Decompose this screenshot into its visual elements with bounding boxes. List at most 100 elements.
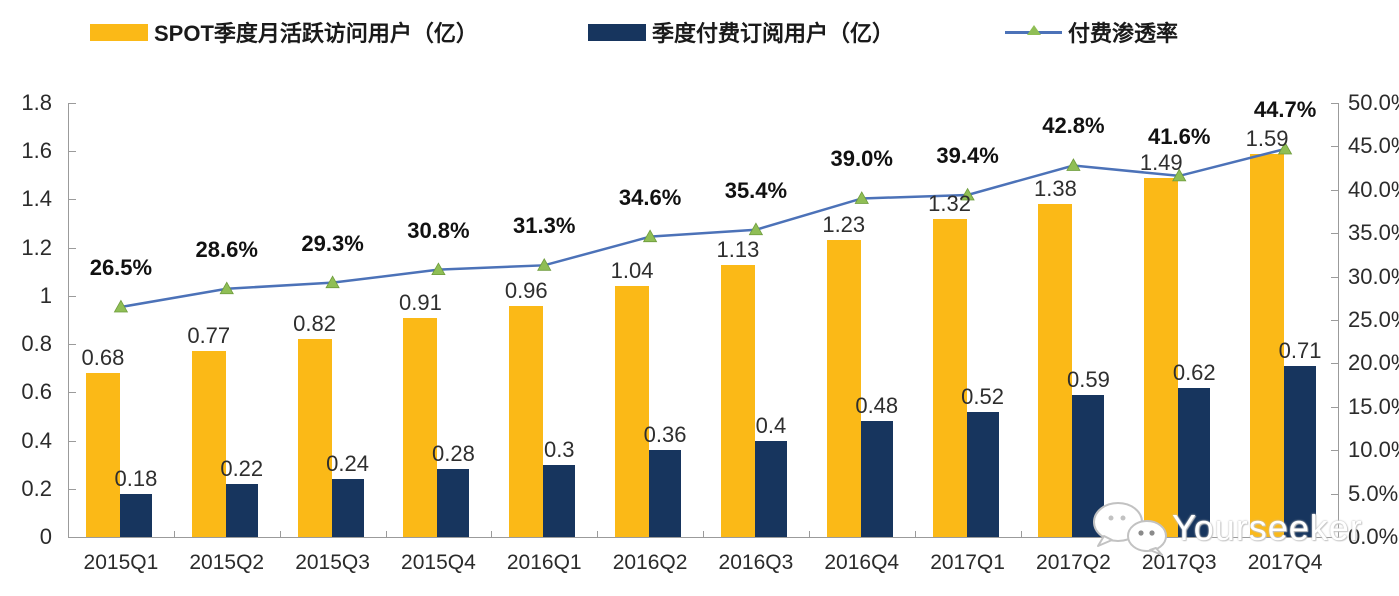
bar-subs bbox=[225, 483, 258, 537]
legend-item-subs: 季度付费订阅用户（亿） bbox=[588, 20, 894, 46]
subs-value-label: 0.22 bbox=[220, 455, 264, 481]
mau-value-label: 1.23 bbox=[822, 212, 866, 238]
wechat-icon bbox=[1093, 502, 1167, 556]
right-axis-tick bbox=[1331, 450, 1338, 452]
bar-subs bbox=[331, 479, 364, 537]
right-axis-tick bbox=[1331, 189, 1338, 191]
mau-value-label: 1.59 bbox=[1245, 125, 1289, 151]
right-axis-tick-label: 15.0% bbox=[1348, 393, 1399, 419]
mau-legend-swatch bbox=[90, 23, 148, 41]
bottom-axis-tick bbox=[279, 531, 281, 537]
right-axis-tick bbox=[1331, 233, 1338, 235]
bar-mau bbox=[509, 305, 544, 537]
mau-value-label: 1.13 bbox=[716, 236, 760, 262]
right-axis-tick bbox=[1331, 537, 1338, 538]
left-axis-tick bbox=[69, 151, 76, 153]
left-axis-line bbox=[68, 103, 69, 537]
bar-mau bbox=[1144, 177, 1179, 537]
bar-mau bbox=[191, 351, 226, 537]
x-axis-label: 2016Q1 bbox=[506, 551, 582, 574]
right-axis-tick-label: 5.0% bbox=[1348, 480, 1399, 506]
bar-subs bbox=[1178, 387, 1211, 537]
left-axis-tick bbox=[69, 392, 76, 394]
x-axis-label: 2015Q1 bbox=[83, 551, 159, 574]
subs-value-label: 0.48 bbox=[855, 393, 899, 419]
triangle-marker-icon bbox=[1027, 24, 1041, 35]
left-axis-tick-label: 1 bbox=[39, 282, 52, 308]
bottom-axis-tick bbox=[385, 531, 387, 537]
subs-value-label: 0.28 bbox=[431, 441, 475, 467]
right-axis-tick-label: 45.0% bbox=[1348, 133, 1399, 159]
triangle-marker-icon bbox=[854, 191, 869, 204]
mau-value-label: 0.68 bbox=[81, 345, 125, 371]
x-axis-label: 2015Q4 bbox=[401, 551, 476, 574]
left-axis-tick-label: 1.4 bbox=[21, 186, 52, 212]
triangle-marker-icon bbox=[219, 281, 234, 295]
bar-subs bbox=[543, 464, 576, 537]
bottom-axis-tick bbox=[808, 531, 810, 537]
right-axis-tick-label: 25.0% bbox=[1348, 307, 1399, 332]
penetration-value-label: 28.6% bbox=[195, 236, 258, 262]
bar-mau bbox=[826, 240, 861, 537]
left-axis-tick-label: 0.2 bbox=[21, 475, 52, 501]
bottom-axis-tick bbox=[1020, 531, 1022, 537]
watermark-text: Yourseeker bbox=[1172, 507, 1363, 548]
x-axis-label: 2016Q4 bbox=[824, 551, 900, 574]
bottom-axis-line bbox=[68, 537, 1339, 538]
triangle-marker-icon bbox=[537, 258, 552, 271]
bar-subs bbox=[860, 421, 893, 537]
bar-subs bbox=[437, 469, 470, 537]
subs-value-label: 0.52 bbox=[961, 383, 1004, 409]
watermark: Yourseeker bbox=[1090, 500, 1363, 556]
right-axis-tick bbox=[1331, 103, 1338, 104]
penetration-value-label: 44.7% bbox=[1253, 97, 1317, 122]
left-axis-tick bbox=[69, 488, 76, 490]
triangle-marker-icon bbox=[748, 222, 764, 236]
subs-value-label: 0.59 bbox=[1066, 366, 1110, 392]
triangle-marker-icon bbox=[325, 275, 340, 289]
subs-value-label: 0.3 bbox=[543, 436, 575, 462]
right-axis-tick-label: 40.0% bbox=[1348, 176, 1399, 202]
subs-value-label: 0.4 bbox=[755, 412, 787, 438]
right-axis-tick bbox=[1331, 406, 1338, 408]
mau-value-label: 0.91 bbox=[398, 289, 442, 315]
mau-value-label: 1.32 bbox=[928, 190, 971, 216]
triangle-marker-icon bbox=[113, 299, 129, 313]
left-axis-tick bbox=[69, 247, 76, 249]
penetration-value-label: 34.6% bbox=[618, 184, 682, 210]
bar-subs bbox=[1284, 365, 1317, 537]
bar-mau bbox=[932, 218, 967, 537]
right-axis-tick bbox=[1331, 363, 1338, 365]
x-axis-label: 2017Q2 bbox=[1036, 551, 1111, 574]
bottom-axis-tick bbox=[1338, 531, 1339, 537]
bar-mau bbox=[85, 373, 120, 537]
right-axis-tick-label: 50.0% bbox=[1348, 90, 1399, 115]
penetration-value-label: 35.4% bbox=[724, 177, 788, 203]
right-axis-tick bbox=[1331, 276, 1338, 278]
mau-value-label: 1.49 bbox=[1139, 149, 1183, 175]
left-axis-tick-label: 1.6 bbox=[21, 138, 52, 164]
left-axis-tick bbox=[69, 295, 76, 297]
penetration-value-label: 31.3% bbox=[513, 213, 576, 239]
bar-subs bbox=[966, 411, 999, 537]
legend-item-mau: SPOT季度月活跃访问用户（亿） bbox=[90, 20, 478, 46]
bar-mau bbox=[297, 339, 332, 537]
bottom-axis-tick bbox=[703, 531, 704, 537]
penetration-value-label: 39.4% bbox=[936, 143, 999, 168]
subs-legend-label: 季度付费订阅用户（亿） bbox=[652, 21, 895, 46]
right-axis-tick bbox=[1331, 146, 1338, 148]
left-axis-tick-label: 0.8 bbox=[21, 331, 52, 357]
subs-value-label: 0.71 bbox=[1278, 337, 1322, 363]
bottom-axis-tick bbox=[914, 531, 916, 537]
x-axis-label: 2017Q4 bbox=[1247, 551, 1323, 574]
mau-value-label: 1.04 bbox=[610, 258, 654, 284]
penetration-value-label: 29.3% bbox=[301, 230, 364, 256]
right-axis-tick-label: 10.0% bbox=[1348, 437, 1399, 463]
mau-value-label: 0.82 bbox=[293, 311, 336, 337]
subs-value-label: 0.24 bbox=[326, 451, 369, 477]
right-axis-line bbox=[1338, 103, 1339, 537]
left-axis-tick bbox=[69, 537, 76, 538]
penetration-value-label: 39.0% bbox=[830, 146, 893, 172]
mau-value-label: 0.96 bbox=[504, 277, 548, 303]
triangle-marker-icon bbox=[642, 229, 658, 243]
